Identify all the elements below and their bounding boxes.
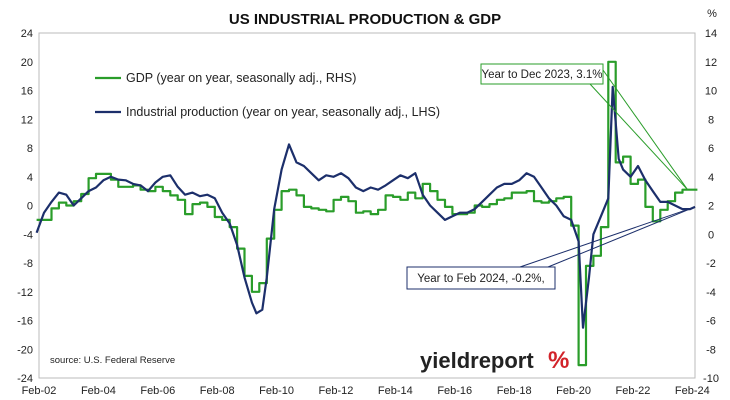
annotation-gdp-leader	[589, 83, 688, 191]
x-tick-label: Feb-22	[616, 385, 651, 397]
right-axis: -10 -8 -6 -4 -2 0 2 4 6 8 10 12 14	[703, 28, 719, 385]
x-tick-label: Feb-24	[675, 385, 710, 397]
right-tick-label: 0	[708, 229, 714, 241]
right-tick-label: -4	[706, 287, 716, 299]
legend-ip-label: Industrial production (year on year, sea…	[126, 105, 440, 119]
x-tick-label: Feb-20	[556, 385, 591, 397]
x-tick-label: Feb-06	[140, 385, 175, 397]
annotation-gdp: Year to Dec 2023, 3.1%	[480, 63, 688, 191]
annotation-ip-text: Year to Feb 2024, -0.2%,	[417, 273, 544, 285]
legend-gdp-label: GDP (year on year, seasonally adj., RHS)	[126, 71, 356, 85]
plot-frame	[38, 32, 696, 379]
x-tick-label: Feb-18	[497, 385, 532, 397]
left-axis: -24 -20 -16 -12 -8 -4 0 4 8 12 16 20 24	[17, 28, 33, 385]
x-tick-label: Feb-02	[22, 385, 57, 397]
x-tick-label: Feb-08	[200, 385, 235, 397]
left-tick-label: 24	[21, 28, 33, 40]
left-tick-label: -12	[17, 287, 33, 299]
right-tick-label: 2	[708, 201, 714, 213]
brand-wordmark: yieldreport	[420, 348, 534, 373]
annotation-ip-box	[406, 266, 556, 290]
right-tick-label: 14	[705, 28, 717, 40]
brand-logo: yieldreport %	[420, 347, 569, 374]
x-tick-label: Feb-12	[319, 385, 354, 397]
annotation-ip-leader	[547, 206, 696, 268]
right-tick-label: 6	[708, 143, 714, 155]
x-tick-label: Feb-04	[81, 385, 116, 397]
right-tick-label: -6	[706, 316, 716, 328]
left-tick-label: 20	[21, 57, 33, 69]
right-tick-label: -10	[703, 373, 719, 385]
left-tick-label: -24	[17, 373, 33, 385]
left-tick-label: 8	[27, 143, 33, 155]
x-axis: Feb-02 Feb-04 Feb-06 Feb-08 Feb-10 Feb-12 Feb-…	[22, 385, 710, 397]
left-tick-label: 0	[27, 201, 33, 213]
right-tick-label: 8	[708, 114, 714, 126]
left-tick-label: -20	[17, 344, 33, 356]
left-tick-label: 4	[27, 172, 33, 184]
annotation-gdp-text: Year to Dec 2023, 3.1%	[481, 69, 602, 81]
left-tick-label: 12	[21, 114, 33, 126]
right-tick-label: -2	[706, 258, 716, 270]
right-axis-unit: %	[707, 8, 717, 20]
left-tick-label: -8	[23, 258, 33, 270]
legend: GDP (year on year, seasonally adj., RHS)…	[95, 71, 440, 119]
right-tick-label: 4	[708, 172, 714, 184]
annotation-gdp-box	[480, 63, 604, 85]
right-tick-label: -8	[706, 344, 716, 356]
annotation-ip: Year to Feb 2024, -0.2%,	[406, 206, 696, 290]
annotation-ip-leader	[519, 206, 696, 268]
left-tick-label: -16	[17, 316, 33, 328]
x-tick-label: Feb-16	[437, 385, 472, 397]
x-tick-label: Feb-14	[378, 385, 413, 397]
series-line-ip	[35, 85, 696, 329]
chart-title: US INDUSTRIAL PRODUCTION & GDP	[229, 11, 501, 28]
brand-percent-mark: %	[548, 347, 569, 374]
source-note: source: U.S. Federal Reserve	[50, 355, 175, 366]
annotation-gdp-leader	[602, 69, 688, 190]
left-tick-label: 16	[21, 86, 33, 98]
right-tick-label: 12	[705, 57, 717, 69]
x-tick-label: Feb-10	[259, 385, 294, 397]
left-tick-label: -4	[23, 229, 33, 241]
right-tick-label: 10	[705, 86, 717, 98]
